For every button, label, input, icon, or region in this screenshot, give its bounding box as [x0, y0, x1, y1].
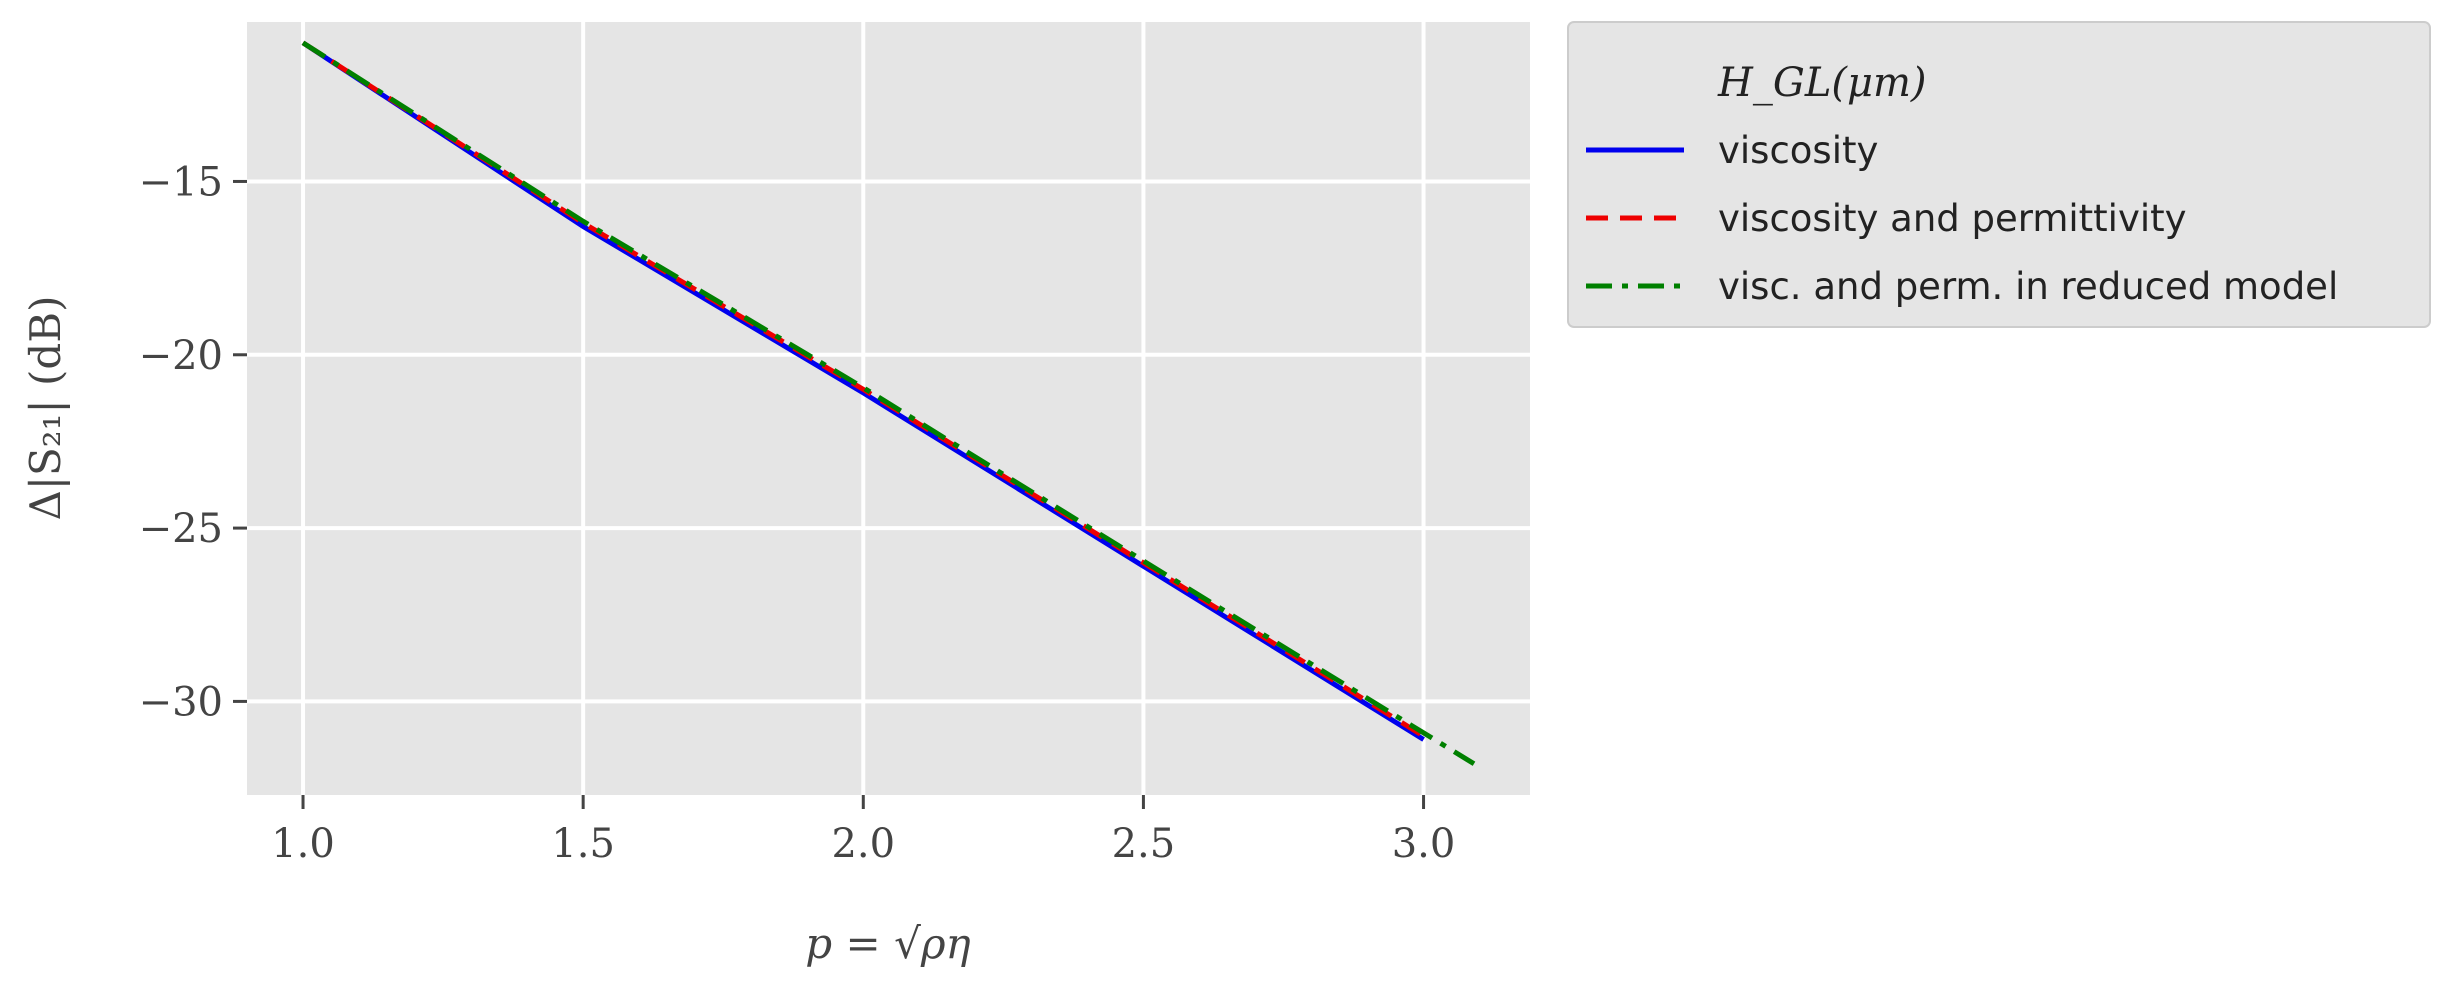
series-layer [301, 40, 1476, 766]
x-tick-label: 1.5 [551, 821, 615, 867]
grid-lines [247, 22, 1530, 795]
x-tick-label: 3.0 [1392, 821, 1456, 867]
y-tick-label: −15 [139, 159, 223, 205]
y-tick-label: −20 [139, 333, 223, 379]
legend-title: H_GL(μm) [1717, 60, 1927, 106]
legend-entry-3: visc. and perm. in reduced model [1718, 265, 2338, 308]
x-tick-label: 1.0 [271, 821, 335, 867]
y-axis-label: Δ|S₂₁| (dB) [21, 296, 70, 521]
legend-frame [1567, 21, 2431, 328]
x-axis-label: p = √ρη [805, 919, 970, 968]
x-tick-label: 2.5 [1112, 821, 1176, 867]
x-tick-label: 2.0 [831, 821, 895, 867]
legend-entry-2: viscosity and permittivity [1718, 197, 2187, 240]
y-tick-label: −25 [139, 506, 223, 552]
legend-entry-1: viscosity [1718, 129, 1878, 172]
legend: H_GL(μm) viscosity viscosity and permitti… [1567, 21, 2431, 328]
y-tick-label: −30 [139, 679, 223, 725]
axis-ticks: 1.0 1.5 2.0 2.5 3.0 −15 −20 −25 −30 [139, 159, 1456, 867]
series-line-3 [301, 40, 1476, 766]
